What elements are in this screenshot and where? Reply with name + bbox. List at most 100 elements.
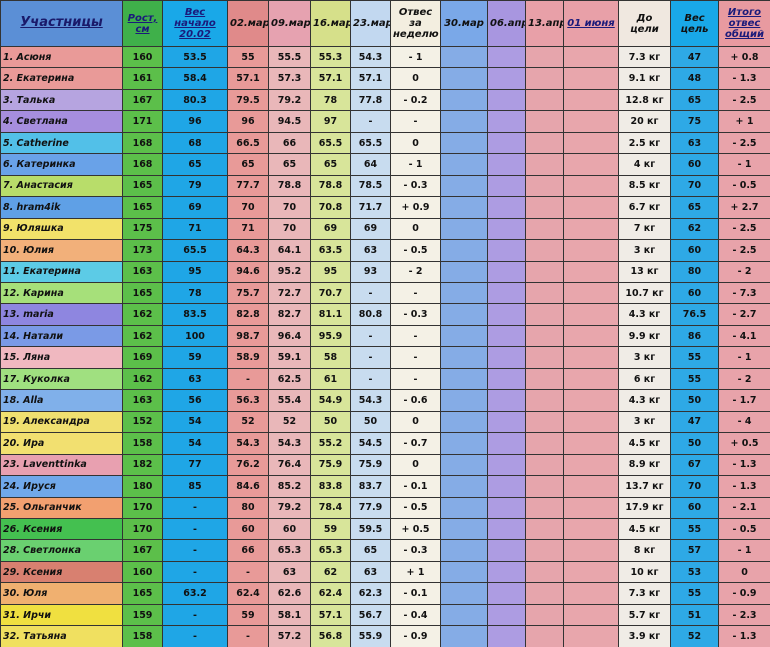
cell: 71 bbox=[227, 217, 269, 241]
cell: 9.9 кг bbox=[618, 324, 671, 348]
cell: 77.9 bbox=[350, 496, 391, 519]
cell: - 2 bbox=[718, 260, 770, 283]
cell: 63 bbox=[670, 131, 719, 155]
cell: 60 bbox=[670, 239, 719, 262]
cell: 95.9 bbox=[310, 324, 351, 348]
cell: 98.7 bbox=[227, 324, 269, 348]
participant-name: 30. Юля bbox=[0, 582, 123, 605]
cell: 78 bbox=[310, 88, 351, 112]
empty-cell bbox=[563, 260, 619, 283]
cell: - 1 bbox=[390, 45, 441, 69]
empty-cell bbox=[487, 131, 526, 155]
cell: + 0.5 bbox=[390, 517, 441, 541]
cell: 77 bbox=[162, 453, 228, 477]
cell: + 1 bbox=[718, 110, 770, 133]
cell: 180 bbox=[122, 475, 163, 498]
cell: 75 bbox=[670, 110, 719, 133]
cell: 65.3 bbox=[310, 539, 351, 562]
cell: 78.8 bbox=[310, 174, 351, 198]
cell: 168 bbox=[122, 153, 163, 176]
empty-cell bbox=[525, 174, 564, 198]
empty-cell bbox=[563, 324, 619, 348]
empty-cell bbox=[487, 67, 526, 90]
participant-name: 3. Талька bbox=[0, 88, 123, 112]
table-row: 26. Ксения 170-60 60 59 59.5 + 0.5 4.5 кг 55- 0… bbox=[0, 517, 770, 541]
table-row: 20. Ира 158 54 54.3 54.3 55.2 54.5- 0.7 4.5 кг 5… bbox=[0, 432, 770, 455]
empty-cell bbox=[487, 196, 526, 219]
cell: 0 bbox=[390, 410, 441, 434]
cell: - 0.5 bbox=[718, 517, 770, 541]
table-row: 25. Ольганчик 170-80 79.2 78.4 77.9- 0.5 17.9… bbox=[0, 496, 770, 519]
empty-cell bbox=[563, 346, 619, 369]
participant-name: 14. Натали bbox=[0, 324, 123, 348]
cell: 4 кг bbox=[618, 153, 671, 176]
empty-cell bbox=[525, 45, 564, 69]
cell: 171 bbox=[122, 110, 163, 133]
cell: 63 bbox=[268, 560, 311, 584]
participant-name: 26. Ксения bbox=[0, 517, 123, 541]
cell: 55.9 bbox=[350, 625, 391, 647]
cell: 57.1 bbox=[310, 67, 351, 90]
cell: - bbox=[162, 560, 228, 584]
cell: 82.8 bbox=[227, 303, 269, 326]
cell: 7.3 кг bbox=[618, 582, 671, 605]
empty-cell bbox=[440, 303, 488, 326]
cell: - 0.1 bbox=[390, 582, 441, 605]
cell: - 0.9 bbox=[390, 625, 441, 647]
cell: 75.7 bbox=[227, 281, 269, 305]
cell: - bbox=[390, 346, 441, 369]
cell: 65 bbox=[310, 153, 351, 176]
cell: 12.8 кг bbox=[618, 88, 671, 112]
table-row: 4. Светлана 171 96 96 94.5 97- -20 кг 75 + 1 bbox=[0, 110, 770, 133]
cell: 62 bbox=[310, 560, 351, 584]
cell: 50 bbox=[350, 410, 391, 434]
participant-name: 10. Юлия bbox=[0, 239, 123, 262]
cell: 96 bbox=[227, 110, 269, 133]
column-header: Рост, см bbox=[122, 0, 163, 47]
cell: - 2.5 bbox=[718, 239, 770, 262]
empty-cell bbox=[487, 603, 526, 627]
cell: 51 bbox=[670, 603, 719, 627]
cell: 69 bbox=[310, 217, 351, 241]
cell: - 0.3 bbox=[390, 174, 441, 198]
cell: 70.7 bbox=[310, 281, 351, 305]
table-row: 31. Ирчи 159-59 58.1 57.1 56.7- 0.4 5.7 кг 51-… bbox=[0, 603, 770, 627]
cell: 170 bbox=[122, 496, 163, 519]
empty-cell bbox=[487, 260, 526, 283]
cell: 66.5 bbox=[227, 131, 269, 155]
cell: 52 bbox=[227, 410, 269, 434]
cell: 55.3 bbox=[310, 45, 351, 69]
cell: 59.1 bbox=[268, 346, 311, 369]
cell: 70 bbox=[670, 475, 719, 498]
empty-cell bbox=[525, 131, 564, 155]
cell: 17.9 кг bbox=[618, 496, 671, 519]
table-row: 5. Catherine 168 68 66.5 66 65.5 65.5 0 2.5 кг 63… bbox=[0, 131, 770, 155]
cell: 3.9 кг bbox=[618, 625, 671, 647]
cell: 0 bbox=[390, 67, 441, 90]
empty-cell bbox=[525, 539, 564, 562]
empty-cell bbox=[563, 196, 619, 219]
cell: - bbox=[227, 560, 269, 584]
empty-cell bbox=[525, 281, 564, 305]
cell: - bbox=[390, 110, 441, 133]
cell: 162 bbox=[122, 324, 163, 348]
cell: - bbox=[350, 367, 391, 391]
empty-cell bbox=[440, 131, 488, 155]
cell: 62.4 bbox=[227, 582, 269, 605]
cell: 58.4 bbox=[162, 67, 228, 90]
cell: - 0.6 bbox=[390, 389, 441, 412]
cell: 47 bbox=[670, 410, 719, 434]
empty-cell bbox=[487, 517, 526, 541]
cell: 54 bbox=[162, 432, 228, 455]
cell: 158 bbox=[122, 432, 163, 455]
table-row: 11. Екатерина 163 95 94.6 95.2 95 93- 2 13 кг 80… bbox=[0, 260, 770, 283]
empty-cell bbox=[525, 410, 564, 434]
empty-cell bbox=[487, 153, 526, 176]
cell: 63.2 bbox=[162, 582, 228, 605]
cell: - 1.3 bbox=[718, 475, 770, 498]
empty-cell bbox=[563, 603, 619, 627]
cell: 167 bbox=[122, 88, 163, 112]
cell: 81.1 bbox=[310, 303, 351, 326]
empty-cell bbox=[525, 389, 564, 412]
cell: 0 bbox=[390, 131, 441, 155]
